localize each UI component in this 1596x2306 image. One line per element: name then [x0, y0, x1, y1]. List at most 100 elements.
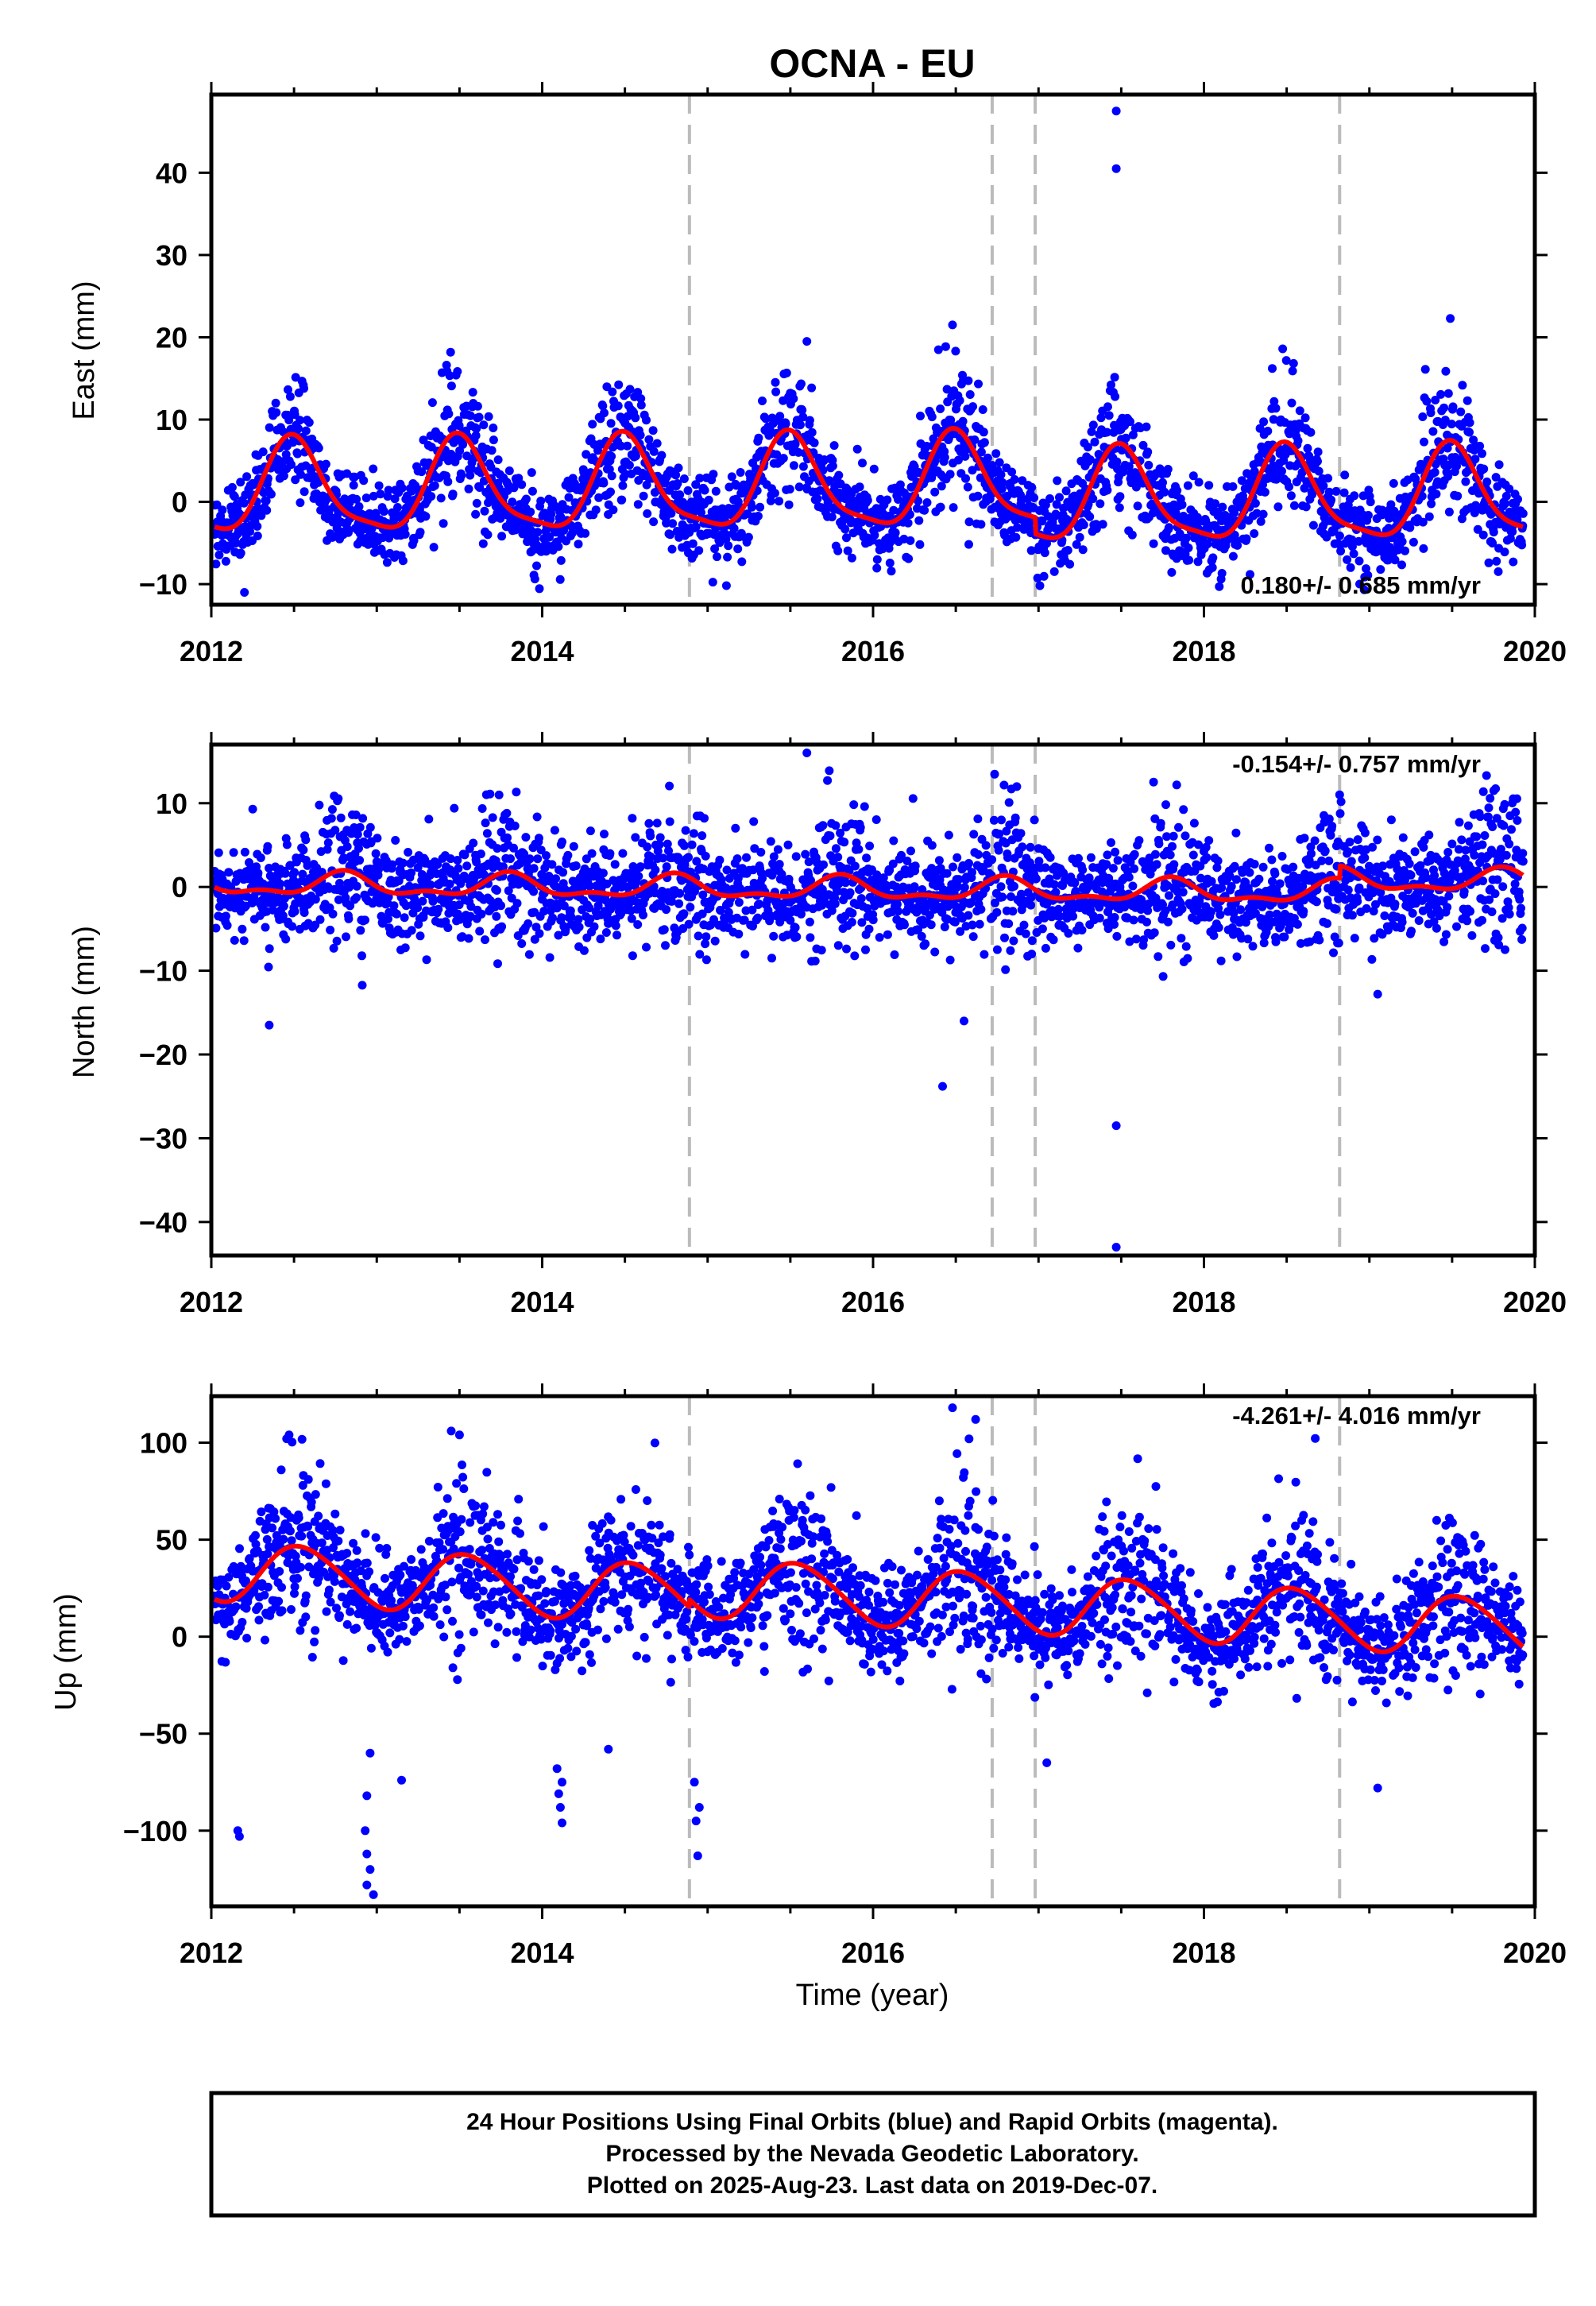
east-point: [602, 382, 612, 392]
east-point: [1431, 396, 1440, 404]
north-point: [1154, 839, 1164, 849]
north-point: [1347, 911, 1357, 920]
east-point: [607, 451, 616, 461]
east-point: [940, 453, 949, 462]
east-point: [265, 423, 274, 432]
north-point: [521, 833, 531, 842]
north-point: [819, 860, 828, 869]
east-point: [1358, 491, 1368, 501]
north-point: [327, 805, 337, 814]
east-point: [400, 529, 410, 539]
east-point: [1128, 430, 1138, 439]
east-point: [1111, 106, 1121, 116]
north-point: [908, 794, 918, 803]
east-point: [1340, 470, 1350, 480]
north-point: [1231, 875, 1241, 884]
east-point: [1013, 523, 1022, 532]
east-point: [857, 517, 867, 527]
east-point: [599, 478, 609, 488]
east-point: [639, 491, 648, 501]
north-point: [868, 915, 878, 925]
east-point: [227, 482, 237, 492]
east-point: [1215, 582, 1224, 591]
east-point: [258, 447, 268, 457]
east-point: [466, 411, 475, 420]
north-point: [642, 942, 651, 952]
north-point: [273, 892, 283, 902]
east-point: [253, 521, 262, 531]
east-point: [1072, 540, 1081, 549]
east-point: [1144, 460, 1154, 470]
east-point: [334, 509, 343, 518]
east-point: [1339, 488, 1349, 497]
north-point: [551, 874, 560, 884]
east-point: [1208, 563, 1217, 572]
east-point: [1000, 530, 1009, 540]
north-point: [579, 946, 589, 955]
east-point: [398, 556, 408, 566]
north-point: [585, 881, 594, 891]
east-point: [937, 482, 946, 491]
east-point: [1083, 443, 1092, 452]
east-point: [674, 463, 683, 473]
east-point: [221, 556, 230, 566]
east-point: [279, 471, 288, 481]
east-point: [1183, 481, 1192, 490]
east-point: [1300, 483, 1309, 493]
east-point: [1096, 413, 1106, 423]
north-point: [865, 842, 875, 851]
east-point: [379, 507, 388, 517]
east-point: [1194, 478, 1204, 487]
north-point: [980, 950, 989, 959]
north-point: [1001, 965, 1011, 974]
north-point: [659, 853, 668, 863]
east-point: [614, 380, 624, 389]
east-point: [1288, 366, 1297, 376]
east-point: [1010, 474, 1019, 484]
east-point: [914, 496, 923, 505]
north-point: [493, 844, 502, 853]
east-point: [798, 462, 808, 471]
north-point: [504, 886, 513, 896]
east-point: [1420, 437, 1428, 447]
east-point: [1303, 443, 1312, 453]
east-point: [915, 540, 925, 549]
east-point: [1259, 417, 1269, 427]
north-point: [987, 855, 997, 865]
east-point: [1218, 502, 1227, 512]
east-point: [733, 544, 743, 554]
north-point: [801, 849, 810, 859]
east-point: [1363, 571, 1373, 580]
east-point: [236, 548, 245, 558]
north-point: [854, 845, 864, 854]
north-point: [1188, 850, 1198, 860]
east-point: [536, 497, 546, 505]
north-point: [806, 876, 815, 885]
east-point: [818, 466, 828, 475]
east-x-tick-label: 2012: [180, 635, 243, 667]
north-point: [1124, 872, 1134, 882]
north-point: [833, 853, 843, 862]
north-point: [695, 950, 705, 959]
north-point: [231, 876, 241, 886]
north-point: [561, 925, 570, 934]
north-point: [529, 864, 539, 873]
north-point: [317, 868, 327, 877]
north-point: [327, 814, 336, 823]
east-point: [643, 509, 652, 518]
north-point: [698, 909, 707, 919]
north-point: [681, 826, 690, 835]
east-point: [784, 500, 794, 509]
east-point: [1389, 478, 1398, 488]
north-point: [825, 831, 835, 841]
east-point: [1443, 443, 1452, 453]
north-point: [701, 851, 710, 861]
north-point: [298, 869, 307, 879]
east-point: [1505, 484, 1514, 493]
north-point: [334, 895, 343, 904]
north-point: [279, 901, 288, 911]
east-point: [1085, 512, 1095, 521]
east-point: [1065, 559, 1075, 569]
east-point: [1030, 493, 1039, 502]
east-point: [1439, 403, 1449, 412]
